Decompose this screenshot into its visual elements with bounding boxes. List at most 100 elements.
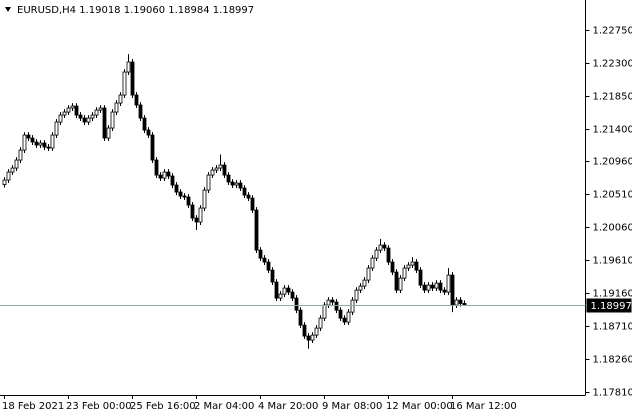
candle-body xyxy=(142,117,147,131)
candle-body xyxy=(54,121,59,136)
candle-body xyxy=(118,94,123,104)
x-tick-label: 25 Feb 16:00 xyxy=(130,401,196,412)
x-tick-label: 12 Mar 00:00 xyxy=(386,401,453,412)
candle-body xyxy=(330,299,335,303)
y-tick-label: 1.21850 xyxy=(593,92,632,103)
candle-body xyxy=(138,104,143,119)
candle-body xyxy=(282,287,287,295)
candle-body xyxy=(78,114,83,119)
candle-body xyxy=(274,281,279,299)
candle-body xyxy=(98,107,103,111)
candle-body xyxy=(10,167,15,173)
candle-body xyxy=(298,309,303,326)
candle-body xyxy=(162,171,167,179)
candle-body xyxy=(246,194,251,199)
y-tick-label: 1.20510 xyxy=(593,190,632,201)
y-tick-label: 1.18260 xyxy=(593,355,632,366)
candle-body xyxy=(290,291,295,299)
candle-body xyxy=(314,327,319,336)
candle-body xyxy=(38,142,43,146)
x-tick-label: 23 Feb 00:00 xyxy=(66,401,132,412)
x-tick-label: 4 Mar 20:00 xyxy=(258,401,318,412)
candle-body xyxy=(234,182,239,186)
candle-body xyxy=(402,267,407,279)
candle-body xyxy=(170,175,175,186)
candle-body xyxy=(310,334,315,341)
chart-title: EURUSD,H4 1.19018 1.19060 1.18984 1.1899… xyxy=(17,5,254,16)
candle-body xyxy=(30,137,35,143)
candle-body xyxy=(150,134,155,161)
y-tick-label: 1.22750 xyxy=(593,26,632,37)
candle-body xyxy=(294,297,299,311)
candle-body xyxy=(334,301,339,311)
candle-body xyxy=(134,94,139,106)
candle-body xyxy=(354,289,359,301)
candle-body xyxy=(214,167,219,171)
candle-body xyxy=(122,71,127,96)
candle-body xyxy=(94,109,99,116)
candle-body xyxy=(18,149,23,161)
candle-body xyxy=(230,181,235,186)
candle-body xyxy=(398,277,403,291)
candle-body xyxy=(70,105,75,109)
candle-body xyxy=(58,114,63,123)
candle-body xyxy=(178,191,183,197)
candle-body xyxy=(374,249,379,259)
candle-body xyxy=(390,261,395,273)
candle-body xyxy=(462,303,467,306)
candle-body xyxy=(322,304,327,319)
candle-body xyxy=(250,197,255,211)
candle-body xyxy=(350,299,355,313)
candle-body xyxy=(278,293,283,299)
candle-body xyxy=(174,184,179,193)
candle-body xyxy=(302,324,307,337)
candle-body xyxy=(206,174,211,191)
candle-body xyxy=(166,171,171,177)
candle-body xyxy=(426,284,431,291)
candle-body xyxy=(202,189,207,209)
menu-arrow[interactable] xyxy=(5,7,11,12)
candle-body xyxy=(222,164,227,176)
candle-body xyxy=(238,182,243,189)
candle-body xyxy=(318,317,323,329)
candle-body xyxy=(358,285,363,291)
candle-body xyxy=(194,217,199,223)
candle-body xyxy=(102,107,107,139)
y-tick-label: 1.20060 xyxy=(593,223,632,234)
candle-body xyxy=(450,274,455,306)
candle-body xyxy=(386,247,391,263)
candle-body xyxy=(306,335,311,341)
candle-body xyxy=(458,299,463,304)
candle-body xyxy=(266,261,271,271)
candle-body xyxy=(262,257,267,263)
candle-body xyxy=(114,102,119,113)
candle-body xyxy=(438,282,443,291)
candle-body xyxy=(434,282,439,289)
y-tick-label: 1.19610 xyxy=(593,256,632,267)
candle-body xyxy=(158,174,163,179)
candle-body xyxy=(254,209,259,251)
candle-body xyxy=(42,142,47,148)
candle-body xyxy=(50,134,55,149)
candle-body xyxy=(130,61,135,96)
candle-body xyxy=(370,257,375,269)
candle-body xyxy=(210,169,215,176)
candle-body xyxy=(74,105,79,116)
candle-body xyxy=(394,271,399,291)
y-tick-label: 1.19160 xyxy=(593,289,632,300)
candle-body xyxy=(182,195,187,198)
candle-body xyxy=(106,127,111,139)
y-tick-label: 1.22300 xyxy=(593,59,632,70)
candle-body xyxy=(22,134,27,151)
candle-body xyxy=(14,159,19,169)
candle-body xyxy=(126,61,131,73)
candle-body xyxy=(2,179,7,186)
candle-body xyxy=(442,289,447,293)
candle-body xyxy=(146,129,151,136)
candle-body xyxy=(66,107,71,113)
candle-body xyxy=(198,207,203,223)
candle-body xyxy=(86,117,91,123)
x-tick-label: 9 Mar 08:00 xyxy=(322,401,382,412)
